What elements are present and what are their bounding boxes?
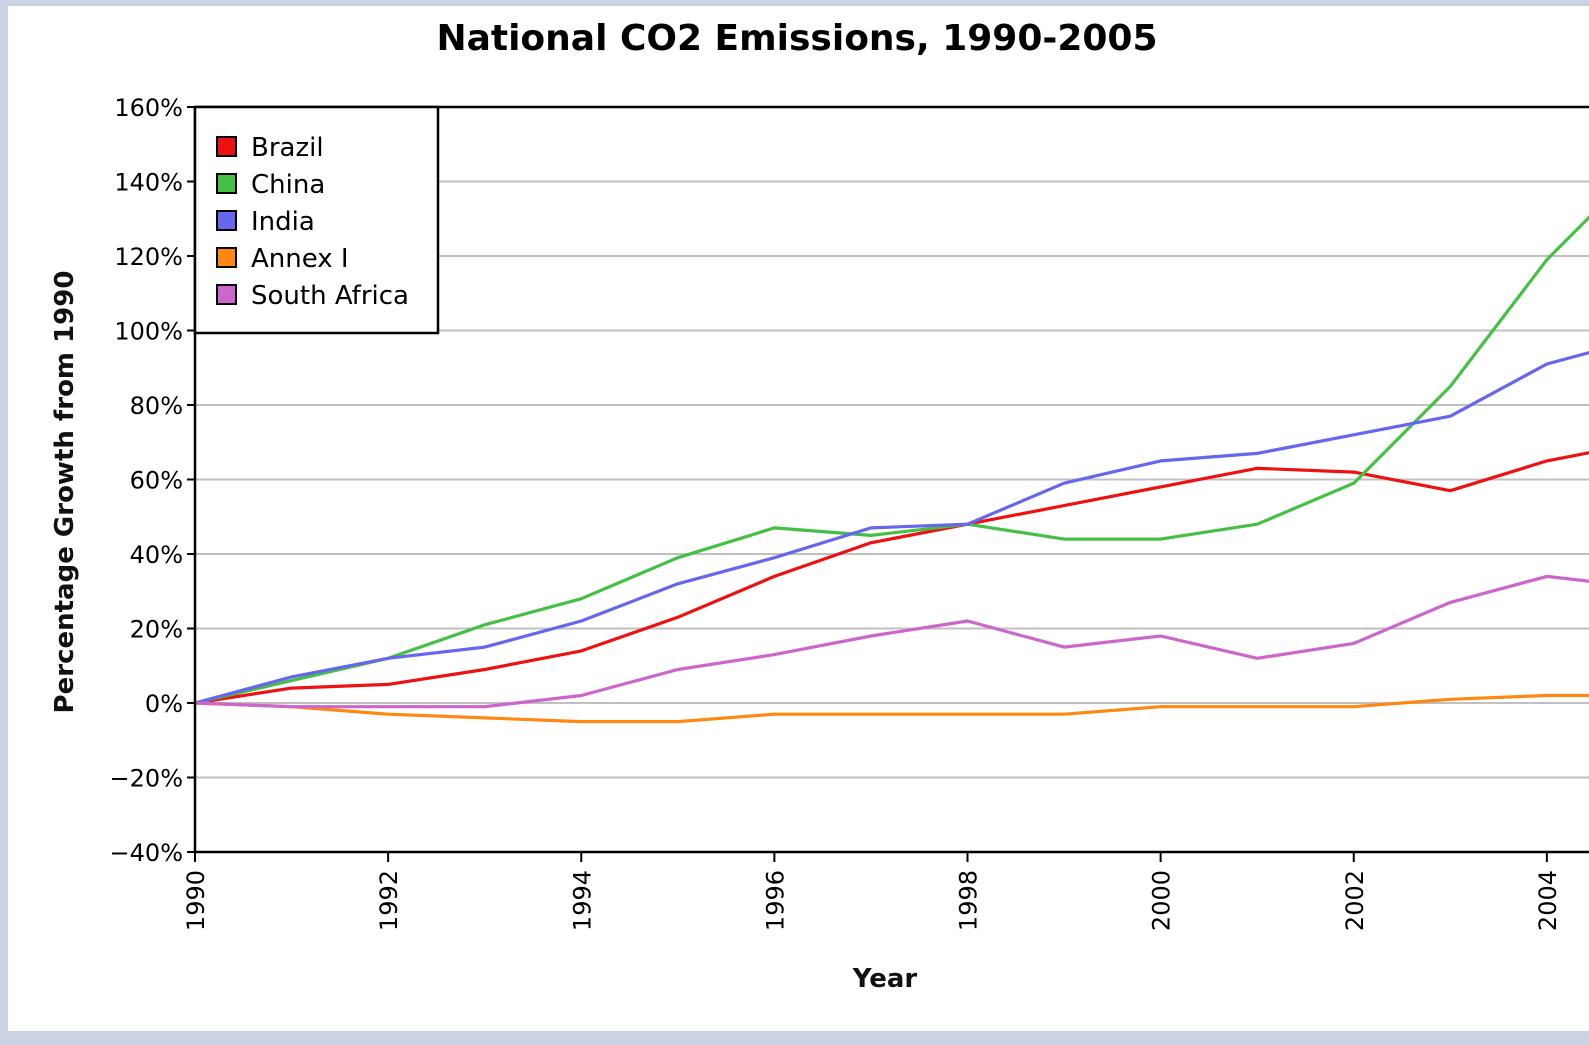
y-axis-title: Percentage Growth from 1990 xyxy=(50,271,80,714)
y-tick-label: 160% xyxy=(114,94,183,122)
x-tick-label: 1998 xyxy=(955,870,983,931)
x-tick-label: 1996 xyxy=(761,870,789,931)
y-tick-label: 120% xyxy=(114,243,183,271)
y-tick-label: 40% xyxy=(130,541,183,569)
legend-label: China xyxy=(251,170,325,200)
legend-swatch xyxy=(216,173,237,194)
y-tick-label: 0% xyxy=(145,690,183,718)
series-line-south-africa xyxy=(194,574,1589,709)
y-tick-label: 60% xyxy=(130,467,183,495)
series-line-brazil xyxy=(194,451,1589,705)
legend: Brazil China India Annex I South Africa xyxy=(193,105,440,335)
chart-title: National CO2 Emissions, 1990-2005 xyxy=(436,18,1157,59)
series-line-china xyxy=(194,215,1589,705)
x-tick-label: 2004 xyxy=(1534,870,1562,931)
x-tick-label: 1990 xyxy=(182,870,210,931)
y-tick-label: 140% xyxy=(114,169,183,197)
x-tick-label: 2000 xyxy=(1148,870,1176,931)
legend-label: Brazil xyxy=(251,133,324,163)
y-tick-label: 100% xyxy=(114,318,183,346)
y-tick-label: 20% xyxy=(130,616,183,644)
x-tick-label: 1992 xyxy=(375,870,403,931)
series-line-annex-i xyxy=(194,693,1589,724)
x-axis-ticks: 1990 1992 1994 1996 1998 2000 2002 2004 xyxy=(182,852,1562,931)
line-chart: National CO2 Emissions, 1990-2005 160% 14… xyxy=(50,18,1589,994)
gridlines xyxy=(195,180,1589,779)
chart-panel: National CO2 Emissions, 1990-2005 160% 14… xyxy=(8,6,1589,1031)
y-tick-label: −40% xyxy=(110,839,183,867)
y-tick-label: 80% xyxy=(130,392,183,420)
y-tick-label: −20% xyxy=(110,765,183,793)
legend-label: South Africa xyxy=(251,281,409,311)
legend-swatch xyxy=(216,284,237,305)
x-tick-label: 1994 xyxy=(568,870,596,931)
legend-swatch xyxy=(216,210,237,231)
x-tick-label: 2002 xyxy=(1341,870,1369,931)
x-axis-title: Year xyxy=(852,964,918,994)
series-lines xyxy=(194,215,1589,724)
legend-label: Annex I xyxy=(251,244,349,274)
y-axis-ticks: 160% 140% 120% 100% 80% 60% 40% 20% 0% −20% −40% xyxy=(110,94,195,867)
legend-label: India xyxy=(251,207,315,237)
legend-swatch xyxy=(216,136,237,157)
legend-swatch xyxy=(216,247,237,268)
series-line-india xyxy=(194,350,1589,705)
